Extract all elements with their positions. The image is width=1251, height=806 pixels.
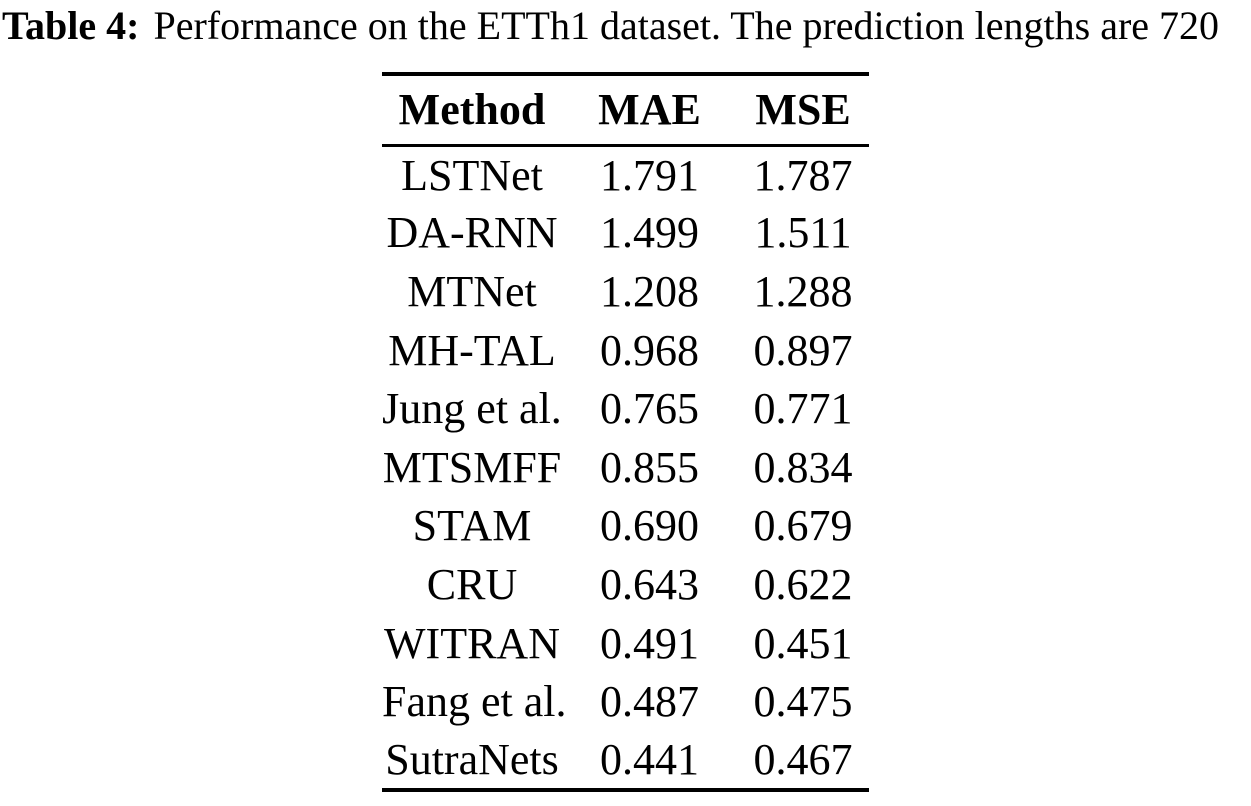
table-caption: Table 4: Performance on the ETTh1 dataset… [2, 2, 1251, 50]
mse-cell: 0.451 [753, 618, 853, 668]
method-cell: MTNet [407, 266, 537, 316]
method-cell: CRU [426, 559, 518, 609]
mae-cell: 1.499 [600, 208, 699, 258]
mae-cell: 1.208 [600, 266, 699, 316]
column-header-mae: MAE [562, 74, 737, 147]
mse-cell: 0.771 [753, 384, 853, 434]
mse-cell: 1.511 [754, 208, 852, 258]
table-row: Jung et al. 0.765 0.771 [382, 379, 869, 438]
method-cell: SutraNets [385, 734, 559, 784]
mae-cell: 0.441 [600, 734, 699, 784]
column-header-mse: MSE [737, 74, 869, 147]
mae-cell: 0.690 [600, 501, 699, 551]
mae-cell: 0.855 [600, 442, 699, 492]
table-caption-text: Performance on the ETTh1 dataset. The pr… [153, 3, 1220, 48]
mae-cell: 0.491 [600, 618, 699, 668]
table-row: MTNet 1.208 1.288 [382, 262, 869, 321]
mae-cell: 0.968 [600, 325, 699, 375]
method-cell: Jung et al. [382, 384, 562, 434]
method-cell: Fang et al. [382, 677, 567, 727]
table-row: LSTNet 1.791 1.787 [382, 145, 869, 204]
method-cell: WITRAN [384, 618, 560, 668]
table-row: Fang et al. 0.487 0.475 [382, 672, 869, 731]
mae-cell: 0.487 [600, 677, 699, 727]
table-row: MH-TAL 0.968 0.897 [382, 321, 869, 380]
mse-cell: 0.475 [753, 677, 853, 727]
table-row: STAM 0.690 0.679 [382, 497, 869, 556]
mse-cell: 0.834 [753, 442, 853, 492]
method-cell: STAM [412, 501, 532, 551]
table-row: WITRAN 0.491 0.451 [382, 614, 869, 673]
column-header-method: Method [382, 74, 562, 147]
mse-cell: 0.467 [753, 734, 853, 784]
mse-cell: 1.787 [753, 150, 853, 200]
results-table: Method MAE MSE LSTNet 1.791 1.787 DA-RNN… [382, 72, 869, 792]
table-row: SutraNets 0.441 0.467 [382, 731, 869, 790]
table-row: DA-RNN 1.499 1.511 [382, 204, 869, 263]
mse-cell: 0.897 [753, 325, 853, 375]
mae-cell: 0.765 [600, 384, 699, 434]
mae-cell: 0.643 [600, 559, 699, 609]
mse-cell: 0.679 [753, 501, 853, 551]
method-cell: MTSMFF [382, 442, 562, 492]
method-cell: LSTNet [401, 150, 543, 200]
table-row: CRU 0.643 0.622 [382, 555, 869, 614]
mae-cell: 1.791 [600, 150, 699, 200]
header-row: Method MAE MSE [382, 74, 869, 147]
method-cell: DA-RNN [386, 208, 558, 258]
method-cell: MH-TAL [388, 325, 556, 375]
table-row: MTSMFF 0.855 0.834 [382, 438, 869, 497]
table-caption-label: Table 4: [2, 3, 140, 48]
mse-cell: 1.288 [753, 266, 853, 316]
mse-cell: 0.622 [753, 559, 853, 609]
results-table-container: Method MAE MSE LSTNet 1.791 1.787 DA-RNN… [382, 72, 869, 792]
